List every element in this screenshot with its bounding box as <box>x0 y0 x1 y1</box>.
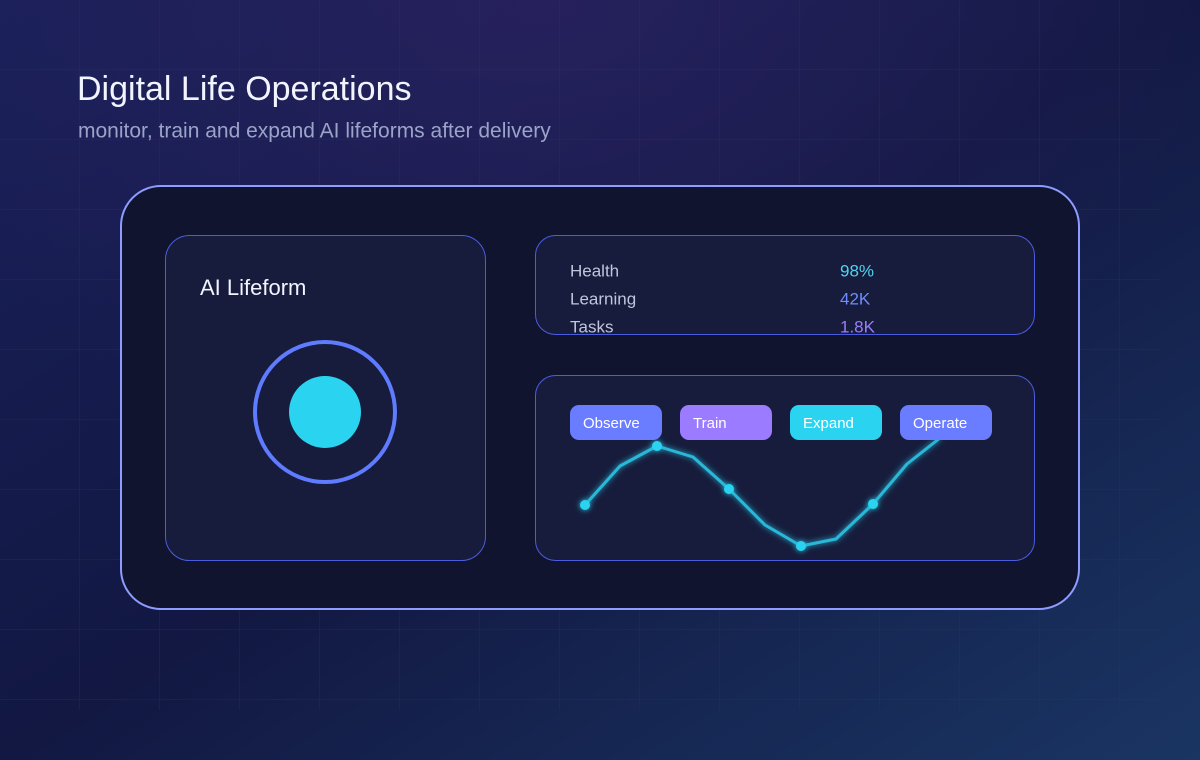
wave-dot <box>796 541 806 551</box>
action-button-bg[interactable] <box>790 405 882 440</box>
action-button-bg[interactable] <box>570 405 662 440</box>
action-button[interactable]: Operate <box>900 405 992 440</box>
metric-label: Health <box>570 261 619 280</box>
action-button-label[interactable]: Expand <box>803 415 854 432</box>
metric-label: Learning <box>570 289 636 308</box>
page-title: Digital Life Operations <box>77 70 412 108</box>
metric-value: 98% <box>840 261 874 280</box>
panel-title: AI Lifeform <box>200 275 306 300</box>
metric-value: 1.8K <box>840 317 876 336</box>
action-button[interactable]: Observe <box>570 405 662 440</box>
action-button-label[interactable]: Train <box>693 415 727 432</box>
wave-dot <box>652 441 662 451</box>
metrics-list: Health 98% Learning 42K Tasks 1.8K <box>570 261 876 336</box>
lifeform-core <box>289 376 361 448</box>
wave-line <box>583 436 941 548</box>
wave-dot <box>868 499 878 509</box>
page-subtitle: monitor, train and expand AI lifeforms a… <box>78 120 551 143</box>
action-button-bg[interactable] <box>680 405 772 440</box>
action-button[interactable]: Train <box>680 405 772 440</box>
action-button-bg[interactable] <box>900 405 992 440</box>
wave-dot <box>580 500 590 510</box>
metric-value: 42K <box>840 289 871 308</box>
action-button-label[interactable]: Observe <box>583 415 640 432</box>
lifeform-ring <box>253 340 397 484</box>
metrics-panel <box>535 235 1035 335</box>
wave-dot <box>724 484 734 494</box>
activity-wave <box>580 436 941 551</box>
action-button[interactable]: Expand <box>790 405 882 440</box>
metric-label: Tasks <box>570 317 613 336</box>
activity-panel <box>535 375 1035 561</box>
action-button-label[interactable]: Operate <box>913 415 967 432</box>
action-buttons: Observe Train Expand Operate <box>570 405 992 440</box>
